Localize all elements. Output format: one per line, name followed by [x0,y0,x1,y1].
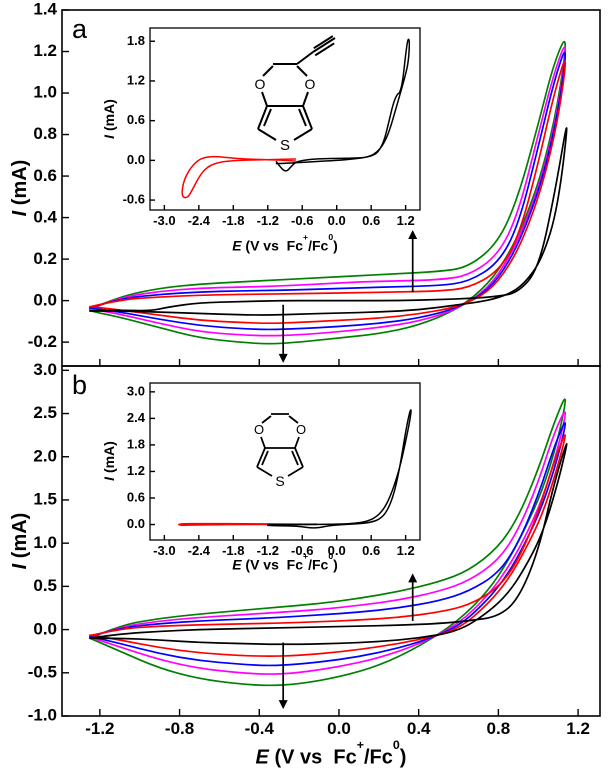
x-label-pre: (V vs Fc [241,556,303,573]
sulfur-atom-label: S [275,473,284,488]
panel-b-y-axis-label: I (mA) [9,512,31,570]
current-symbol: I [101,476,117,481]
current-unit: (mA) [101,99,117,135]
potential-symbol: E [232,556,242,573]
oxygen-atom-label: O [305,76,316,92]
ferrocene-charge: 0 [392,738,400,753]
x-label-mid: /Fc [363,746,393,769]
potential-symbol: E [255,746,269,769]
sulfur-atom-label: S [280,137,290,154]
ferrocenium-charge: + [303,232,309,243]
inset-a-x-axis-label: E (V vs Fc+/Fc0) [232,233,338,254]
x-label-post: ) [333,237,338,254]
inset-b-y-axis-label: I (mA) [101,441,117,481]
oxygen-atom-label: O [296,422,306,437]
propargyl-edot-bonds [257,35,336,141]
oxygen-atom-label: O [255,76,266,92]
current-symbol: I [101,134,117,139]
potential-symbol: E [232,237,242,254]
x-label-pre: (V vs Fc [241,237,303,254]
propargyl-edot-structure: O O S [255,35,336,154]
x-label-post: ) [399,746,407,769]
inset-a-y-axis-label: I (mA) [101,99,117,139]
edot-structure: O O S [254,413,306,488]
x-label-post: ) [333,556,338,573]
main-x-axis-label: E (V vs Fc+/Fc0) [255,739,407,769]
x-label-mid: /Fc [308,237,329,254]
panel-a-label: a [72,14,88,44]
ferrocenium-charge: + [303,551,309,562]
current-unit: (mA) [101,441,117,477]
current-symbol: I [9,210,31,217]
ferrocene-charge: 0 [328,551,334,562]
x-label-mid: /Fc [308,556,329,573]
current-unit: (mA) [9,159,31,211]
current-symbol: I [9,563,31,570]
current-unit: (mA) [9,512,31,564]
oxygen-atom-label: O [254,422,264,437]
panel-b-label: b [72,370,88,400]
x-label-pre: (V vs Fc [268,746,357,769]
panel-a-y-axis-label: I (mA) [9,159,31,217]
inset-b-x-axis-label: E (V vs Fc+/Fc0) [232,552,338,573]
ferrocenium-charge: + [356,738,364,753]
edot-bonds [256,413,304,477]
ferrocene-charge: 0 [328,232,334,243]
